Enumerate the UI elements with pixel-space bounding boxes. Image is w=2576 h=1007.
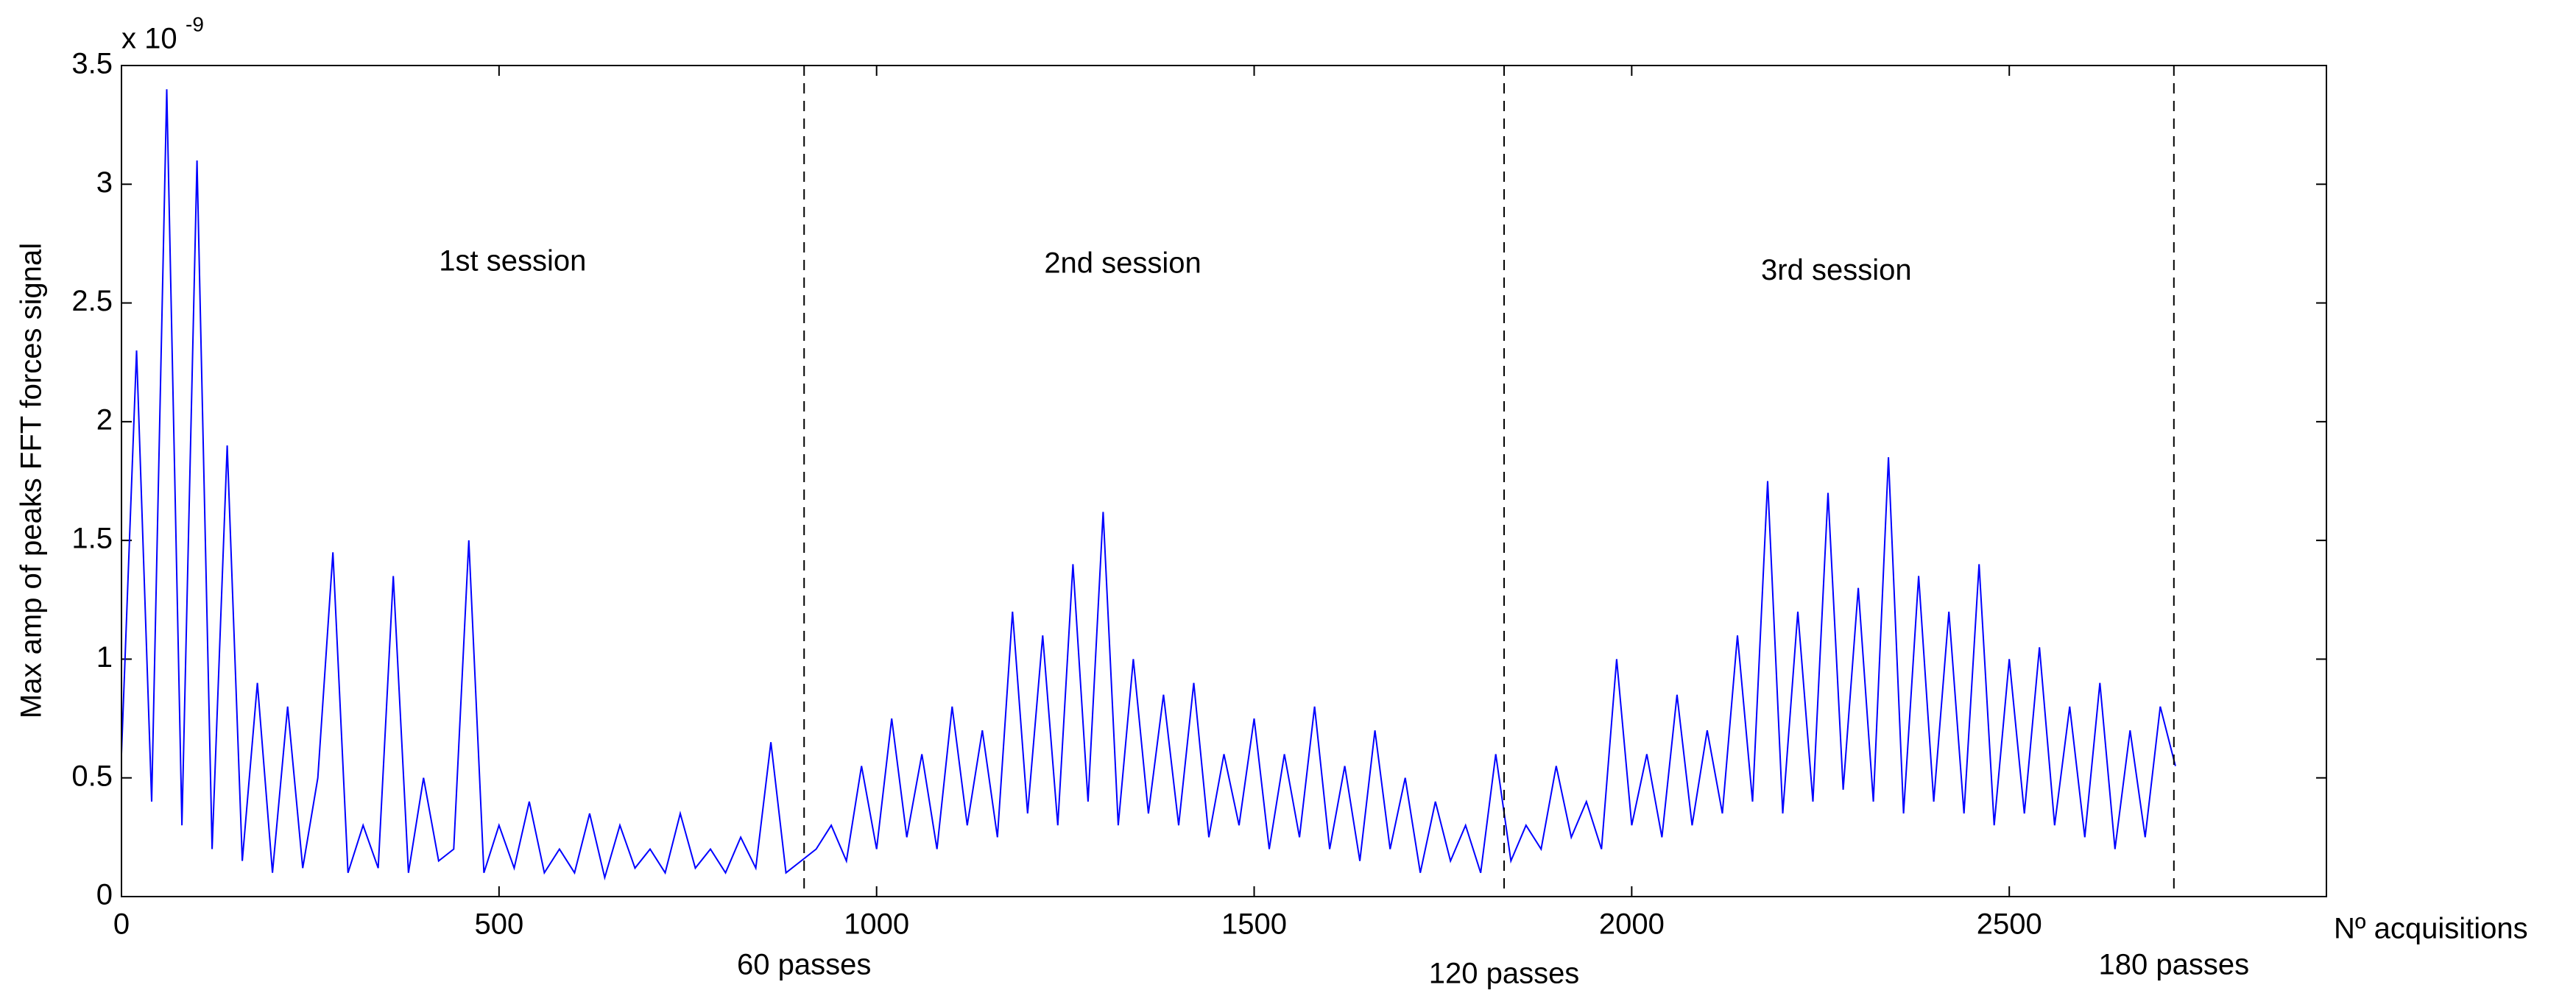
y-tick-label: 3 bbox=[96, 166, 113, 199]
x-axis-label: Nº acquisitions bbox=[2334, 913, 2528, 945]
x-tick-label: 2500 bbox=[1977, 908, 2042, 941]
y-tick-label: 1.5 bbox=[71, 523, 113, 555]
y-tick-label: 3.5 bbox=[71, 48, 113, 80]
data-line bbox=[121, 89, 2176, 881]
y-scale-base: x 10 bbox=[121, 23, 177, 55]
y-tick-label: 2 bbox=[96, 403, 113, 436]
y-tick-label: 0.5 bbox=[71, 760, 113, 792]
divider-label: 60 passes bbox=[737, 949, 871, 981]
plot-frame bbox=[121, 65, 2327, 897]
y-tick-label: 1 bbox=[96, 641, 113, 674]
x-tick-label: 2000 bbox=[1599, 908, 1665, 941]
y-axis-label: Max amp of peaks FFT forces signal bbox=[15, 243, 48, 718]
session-label: 2nd session bbox=[1044, 247, 1201, 280]
x-tick-label: 1500 bbox=[1221, 908, 1287, 941]
y-tick-label: 0 bbox=[96, 879, 113, 911]
y-scale-exponent: -9 bbox=[186, 13, 204, 35]
x-tick-label: 1000 bbox=[844, 908, 909, 941]
x-tick-label: 0 bbox=[113, 908, 130, 941]
session-label: 3rd session bbox=[1761, 254, 1912, 286]
divider-label: 180 passes bbox=[2099, 949, 2250, 981]
divider-label: 120 passes bbox=[1429, 958, 1580, 990]
x-tick-label: 500 bbox=[474, 908, 523, 941]
y-tick-label: 2.5 bbox=[71, 285, 113, 317]
session-label: 1st session bbox=[439, 244, 586, 277]
